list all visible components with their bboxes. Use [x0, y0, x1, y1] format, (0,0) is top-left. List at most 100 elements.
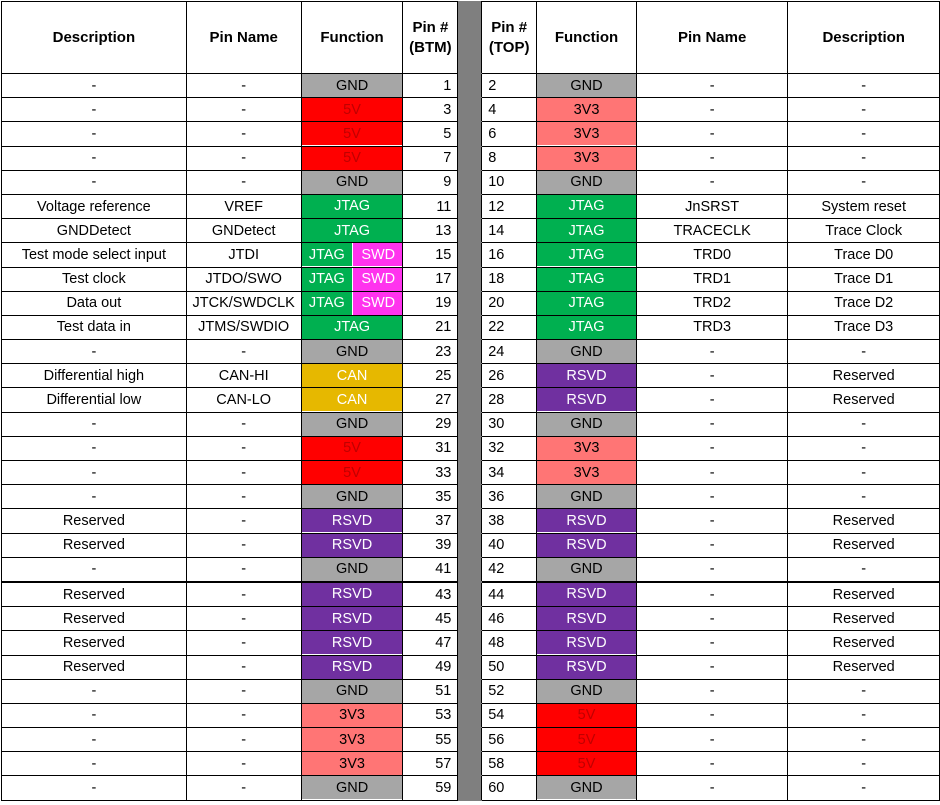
- description-top: Trace Clock: [787, 218, 940, 244]
- function-top: RSVD: [536, 606, 637, 632]
- function-tag-jtag: JTAG: [537, 219, 636, 242]
- pin-name-bottom: -: [185, 606, 302, 632]
- function-tag-rsvd: RSVD: [537, 509, 636, 533]
- description-bottom: -: [1, 72, 187, 99]
- function-top: RSVD: [536, 532, 637, 558]
- description-top: System reset: [787, 193, 940, 220]
- function-tag-rsvd: RSVD: [537, 656, 636, 679]
- description-top: -: [787, 556, 940, 583]
- function-top: RSVD: [536, 630, 637, 656]
- function-tag-gnd: GND: [537, 74, 636, 97]
- description-bottom: Reserved: [1, 532, 187, 558]
- pin-number-bottom: 49: [402, 654, 459, 680]
- table-row: - -3V3 55 56 5V - -: [1, 727, 940, 753]
- pin-number-top: 2: [481, 72, 538, 99]
- column-separator: [457, 484, 483, 510]
- description-top: Trace D0: [787, 242, 940, 268]
- column-separator: [457, 145, 483, 171]
- column-separator: [457, 363, 483, 389]
- column-separator: [457, 97, 483, 123]
- function-top: GND: [536, 411, 637, 437]
- pin-name-top: -: [635, 654, 789, 680]
- description-top: Reserved: [787, 532, 940, 558]
- pin-number-bottom: 19: [402, 290, 459, 316]
- function-tag-gnd: GND: [302, 171, 402, 194]
- description-top: Trace D3: [787, 314, 940, 341]
- table-row: - -5V 5 6 3V3- -: [1, 121, 940, 147]
- pin-name-bottom: -: [185, 97, 302, 123]
- function-tag-gnd: GND: [302, 74, 402, 97]
- description-bottom: -: [1, 775, 187, 801]
- description-top: Reserved: [787, 387, 940, 413]
- pin-number-bottom: 3: [402, 97, 459, 123]
- function-tag-rsvd: RSVD: [537, 388, 636, 412]
- column-separator: [457, 193, 483, 220]
- pin-number-top: 58: [481, 751, 538, 777]
- function-tag-rsvd: RSVD: [302, 509, 402, 533]
- description-top: Reserved: [787, 508, 940, 534]
- function-top: GND: [536, 72, 637, 99]
- description-bottom: -: [1, 556, 187, 583]
- function-top: GND: [536, 339, 637, 365]
- function-top: RSVD: [536, 387, 637, 413]
- header-pin-name-right: Pin Name: [635, 1, 789, 74]
- table-row: Reserved - RSVD 45 46 RSVD - Reserved: [1, 606, 940, 632]
- description-top: -: [787, 72, 940, 99]
- pin-number-bottom: 25: [402, 363, 459, 389]
- function-tag-jtag: JTAG: [302, 292, 353, 315]
- pin-number-top: 56: [481, 727, 538, 753]
- function-tag-rsvd: RSVD: [537, 607, 636, 630]
- pin-name-bottom: CAN-HI: [185, 363, 302, 389]
- pin-number-bottom: 7: [402, 145, 459, 171]
- description-top: -: [787, 97, 940, 123]
- table-row: Test clock JTDO/SWO JTAG SWD 17 18 JTAG TRD1 Tra…: [1, 266, 940, 292]
- description-bottom: -: [1, 751, 187, 777]
- function-top: 3V3: [536, 459, 637, 486]
- function-bottom: 3V3: [300, 751, 404, 777]
- description-bottom: Reserved: [1, 630, 187, 656]
- pin-name-top: -: [635, 678, 789, 704]
- function-tag-5v: 5V: [302, 147, 402, 170]
- pin-number-bottom: 9: [402, 169, 459, 195]
- function-top: JTAG: [536, 314, 637, 341]
- function-tag-3v3: 3V3: [537, 98, 636, 121]
- table-row: Differential high CAN-HI CAN 25 26 RSVD - Reser…: [1, 363, 940, 389]
- column-separator: [457, 242, 483, 268]
- pin-name-top: -: [635, 387, 789, 413]
- function-bottom: JTAG: [300, 218, 404, 244]
- function-top: RSVD: [536, 654, 637, 680]
- function-tag-3v3: 3V3: [302, 728, 402, 751]
- function-tag-gnd: GND: [302, 485, 402, 508]
- column-separator: [457, 556, 483, 583]
- function-bottom: GND: [300, 484, 404, 510]
- function-tag-gnd: GND: [302, 558, 402, 580]
- pin-number-bottom: 53: [402, 702, 459, 729]
- pin-number-bottom: 13: [402, 218, 459, 244]
- table-row: Reserved - RSVD 37 38 RSVD - Reserved: [1, 508, 940, 534]
- pin-name-top: -: [635, 411, 789, 437]
- pin-number-top: 14: [481, 218, 538, 244]
- description-bottom: -: [1, 678, 187, 704]
- function-tag-5v: 5V: [302, 461, 402, 484]
- pin-name-bottom: -: [185, 630, 302, 656]
- function-tag-3v3: 3V3: [537, 461, 636, 484]
- table-row: - - GND 1 2 GND - -: [1, 72, 940, 99]
- pin-number-top: 8: [481, 145, 538, 171]
- function-tag-swd: SWD: [352, 268, 402, 291]
- header-row: Description Pin Name Function Pin # (BTM…: [1, 1, 940, 74]
- pin-name-top: -: [635, 508, 789, 534]
- description-top: -: [787, 169, 940, 195]
- function-tag-gnd: GND: [302, 340, 402, 363]
- column-separator: [457, 581, 483, 608]
- function-bottom: RSVD: [300, 581, 404, 608]
- function-bottom: RSVD: [300, 532, 404, 558]
- function-tag-jtag: JTAG: [537, 195, 636, 218]
- table-row: GNDDetect GNDetect JTAG 13 14 JTAG TRACECLK Tra…: [1, 218, 940, 244]
- function-tag-gnd: GND: [537, 413, 636, 436]
- function-tag-swd: SWD: [352, 292, 402, 315]
- pin-name-bottom: -: [185, 72, 302, 99]
- pin-name-top: -: [635, 72, 789, 99]
- function-bottom: 5V: [300, 145, 404, 171]
- table-row: Reserved - RSVD 47 48 RSVD - Reserved: [1, 630, 940, 656]
- column-separator: [457, 339, 483, 365]
